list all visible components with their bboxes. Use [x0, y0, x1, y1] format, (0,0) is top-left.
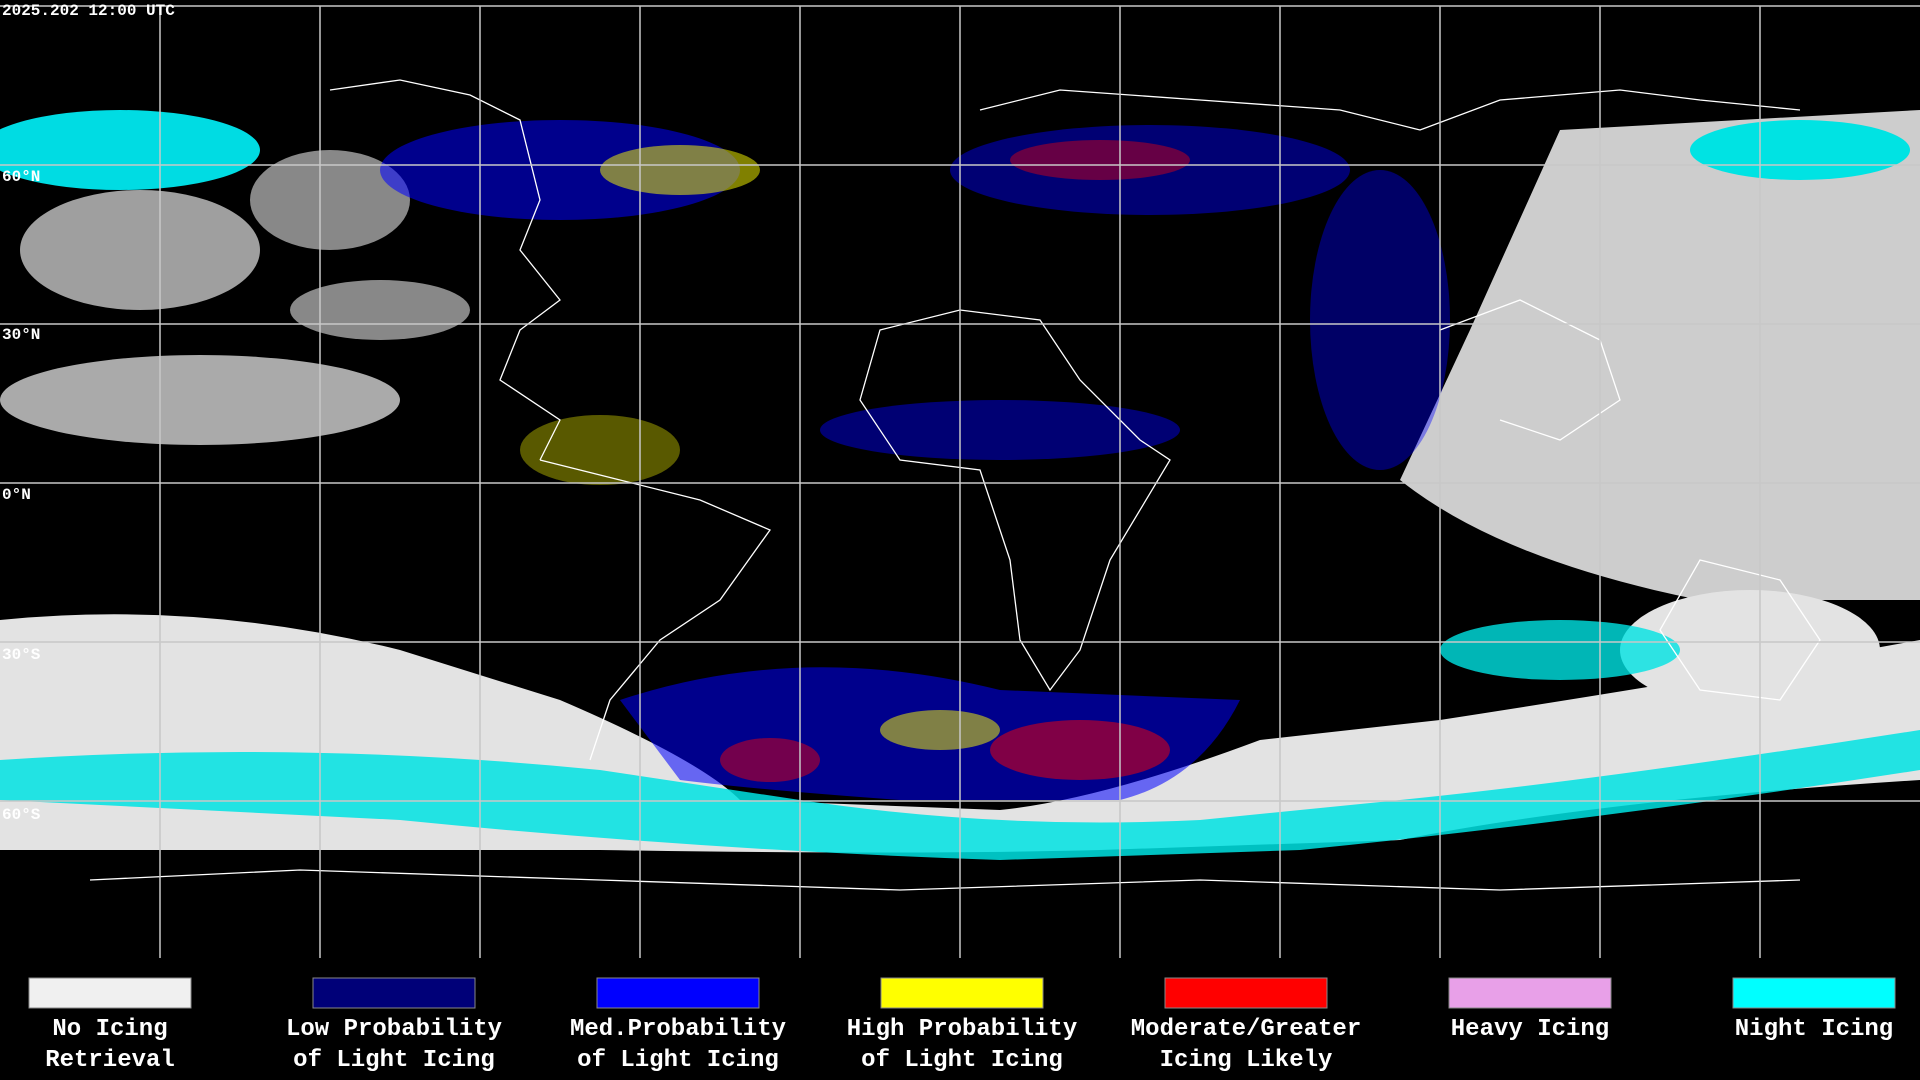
legend-label: Night Icing: [1735, 1016, 1893, 1043]
legend-label: Moderate/Greater: [1131, 1016, 1361, 1043]
cloud: [250, 150, 410, 250]
coastline: [1439, 299, 1621, 441]
icing-area: [380, 120, 740, 220]
legend-label: Med.Probability: [570, 1016, 786, 1043]
latitude-label: 30°N: [2, 326, 40, 344]
legend-label: No Icing: [52, 1016, 167, 1043]
cloud: [290, 280, 470, 340]
legend-label: Icing Likely: [1160, 1047, 1333, 1074]
coastline: [89, 869, 1801, 891]
cloud: [1620, 590, 1880, 710]
legend-label: Retrieval: [45, 1047, 175, 1074]
cloud: [0, 110, 260, 190]
legend-swatch: [1448, 977, 1612, 1009]
coastline: [979, 89, 1801, 131]
legend-swatch: [312, 977, 476, 1009]
legend-label: Low Probability: [286, 1016, 502, 1043]
icing-area: [1310, 170, 1450, 470]
icing-area: [1010, 140, 1190, 180]
cloud: [0, 355, 400, 445]
legend-label: High Probability: [847, 1016, 1077, 1043]
legend-swatch: [596, 977, 760, 1009]
cloud: [20, 190, 260, 310]
legend-label: of Light Icing: [861, 1047, 1063, 1074]
latitude-label: 60°S: [2, 806, 41, 824]
cloud: [1400, 110, 1920, 600]
legend-label: of Light Icing: [577, 1047, 779, 1074]
legend-swatch: [28, 977, 192, 1009]
legend: No Icing Retrieval Low Probability of Light…: [28, 977, 1896, 1074]
legend-label: of Light Icing: [293, 1047, 495, 1074]
latitude-label: 60°N: [2, 168, 40, 186]
icing-area: [820, 400, 1180, 460]
icing-area: [600, 145, 760, 195]
icing-area: [990, 720, 1170, 780]
cloud: [1690, 120, 1910, 180]
coastline: [329, 79, 561, 461]
timestamp: 2025.202 12:00 UTC: [2, 2, 175, 20]
icing-area: [880, 710, 1000, 750]
icing-area: [950, 125, 1350, 215]
legend-label: Heavy Icing: [1451, 1016, 1609, 1043]
legend-swatch: [880, 977, 1044, 1009]
cloud: [160, 640, 380, 740]
latitude-label: 0°N: [2, 486, 31, 504]
coastline: [859, 309, 1171, 692]
legend-swatch: [1164, 977, 1328, 1009]
icing-area: [720, 738, 820, 782]
cloud: [1440, 620, 1680, 680]
legend-swatch: [1732, 977, 1896, 1009]
latitude-label: 30°S: [2, 646, 41, 664]
coastline: [1659, 559, 1821, 701]
